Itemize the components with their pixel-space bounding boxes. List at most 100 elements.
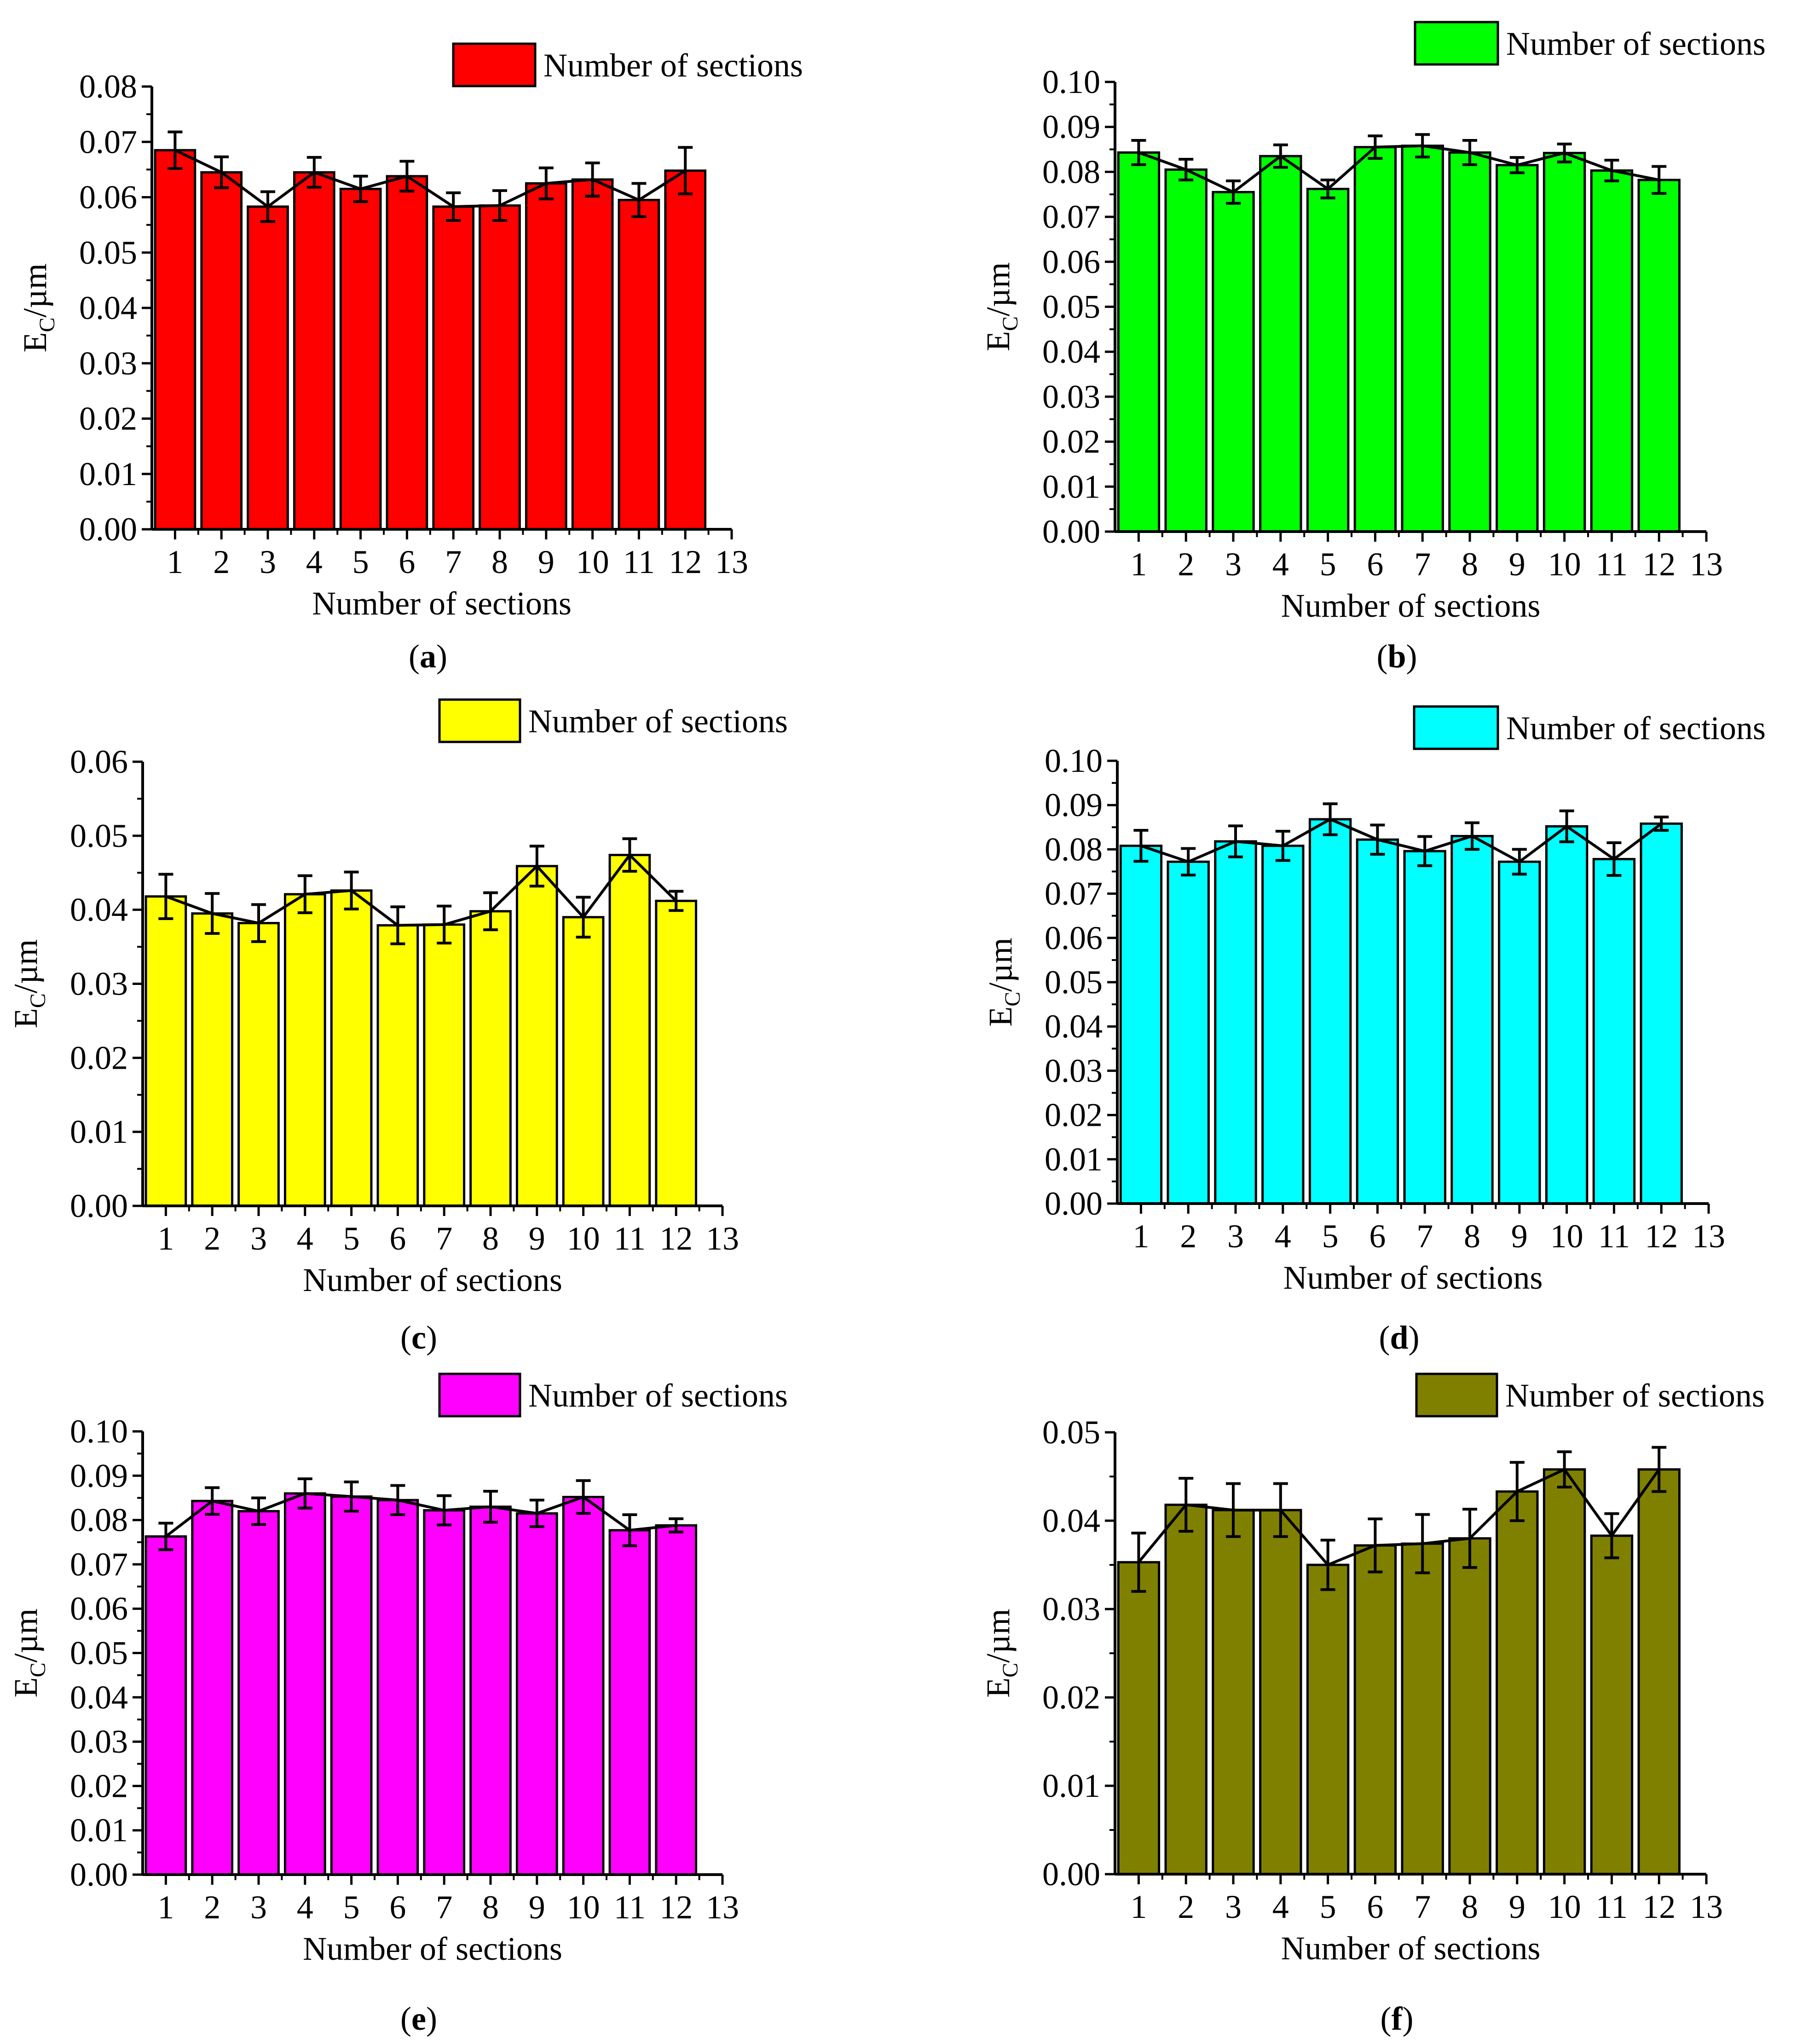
panel-label-open: ( — [1376, 638, 1387, 675]
bar — [655, 899, 698, 1207]
x-tick-label: 2 — [1180, 1218, 1196, 1255]
x-tick-label: 2 — [1178, 546, 1194, 583]
legend-swatch — [452, 42, 537, 87]
x-tick-label: 5 — [1320, 1888, 1336, 1925]
bar — [1448, 1537, 1491, 1876]
bar — [1261, 845, 1305, 1205]
bar — [1117, 151, 1161, 533]
x-tick-label: 13 — [706, 1889, 739, 1926]
bar — [154, 149, 196, 531]
chart-svg-b: 0.00 0.01 0.02 0.03 0.04 0.05 0.06 0.07 0.08 0.09… — [980, 21, 1766, 675]
y-tick-label: 0.02 — [70, 1039, 128, 1076]
panel-label-letter: f — [1392, 2000, 1403, 2037]
x-tick-label: 7 — [1416, 1218, 1433, 1255]
legend-label: Number of sections — [543, 47, 803, 84]
x-tick-label: 11 — [1596, 546, 1628, 583]
error-bar — [1415, 133, 1430, 159]
series-line — [165, 853, 677, 927]
x-tick-label: 6 — [1367, 546, 1383, 583]
error-bar — [1226, 179, 1241, 205]
x-tick-label: 10 — [1550, 1218, 1583, 1255]
bar — [293, 171, 335, 531]
y-axis-title-unit: /µm — [980, 262, 1017, 317]
y-tick-label: 0.00 — [70, 1856, 128, 1893]
error-bar — [1462, 1508, 1477, 1569]
x-tick-label: 10 — [567, 1220, 600, 1257]
error-bar — [492, 189, 507, 222]
panel-label-open: ( — [400, 2000, 411, 2037]
error-bar — [529, 845, 544, 888]
x-tick-label: 2 — [1178, 1888, 1194, 1925]
x-tick-label: 1 — [157, 1220, 174, 1257]
bar — [1308, 818, 1352, 1205]
bar — [525, 182, 567, 531]
x-axis-title: Number of sections — [1281, 1930, 1541, 1967]
y-axis-title: EC/µm — [17, 263, 59, 353]
x-tick-label: 2 — [213, 544, 230, 580]
bar — [376, 924, 419, 1207]
x-tick-label: 8 — [1462, 1888, 1478, 1925]
panel-label-close: ) — [436, 638, 447, 675]
x-tick-label: 12 — [1642, 1888, 1676, 1925]
panel-label-letter: a — [420, 638, 436, 675]
series-line — [1140, 817, 1662, 863]
x-tick-label: 5 — [1320, 546, 1336, 583]
x-tick-label: 8 — [491, 544, 508, 580]
bar — [1119, 845, 1163, 1205]
bar — [432, 205, 475, 531]
error-bar — [1131, 139, 1146, 166]
x-tick-label: 9 — [1509, 1888, 1525, 1925]
error-bar — [1417, 835, 1433, 867]
y-tick-label: 0.04 — [79, 290, 137, 326]
panel-label: (c) — [400, 1319, 437, 1356]
x-tick-label: 9 — [529, 1889, 545, 1926]
y-tick-label: 0.10 — [1042, 64, 1100, 100]
y-tick-label: 0.06 — [79, 179, 137, 216]
bar — [376, 1499, 419, 1876]
y-axis-title-unit: /µm — [7, 939, 44, 994]
bar — [1212, 191, 1255, 533]
bar — [247, 205, 289, 531]
error-bar — [399, 160, 415, 193]
chart-panel-f: 0.00 0.01 0.02 0.03 0.04 0.05 1 2 3 4 5 6 7 8 9 10 11 12 1… — [910, 1362, 1820, 2044]
bar — [515, 1512, 558, 1876]
error-bar — [1559, 809, 1574, 844]
chart-panel-d: 0.00 0.01 0.02 0.03 0.04 0.05 0.06 0.07 0.08 0.09… — [910, 681, 1820, 1362]
error-bar — [158, 1522, 173, 1552]
y-tick-label: 0.09 — [1042, 109, 1100, 145]
bar — [469, 910, 512, 1207]
y-tick-label: 0.07 — [1042, 198, 1100, 235]
error-bar — [260, 190, 275, 223]
x-tick-label: 8 — [1464, 1218, 1480, 1255]
panel-label-letter: d — [1390, 1319, 1408, 1356]
panel-label-close: ) — [426, 1319, 437, 1356]
panel-label-open: ( — [1379, 1319, 1390, 1356]
x-axis-title: Number of sections — [312, 585, 572, 622]
x-tick-label: 3 — [1225, 1888, 1242, 1925]
bar — [1259, 155, 1302, 533]
y-tick-label: 0.00 — [1042, 513, 1100, 550]
y-tick-label: 0.03 — [70, 966, 128, 1002]
legend-swatch — [438, 698, 521, 743]
y-tick-label: 0.00 — [1045, 1185, 1103, 1222]
bar — [144, 1535, 187, 1876]
y-tick-label: 0.02 — [70, 1767, 128, 1804]
legend-label: Number of sections — [1505, 1377, 1765, 1414]
x-tick-label: 9 — [1509, 546, 1525, 583]
chart-panel-a: 0.00 0.01 0.02 0.03 0.04 0.05 0.06 0.07 0.08 1 2 3 4… — [0, 0, 910, 681]
x-tick-label: 11 — [614, 1889, 646, 1926]
x-tick-label: 4 — [297, 1889, 313, 1926]
error-bar — [1275, 829, 1290, 862]
panel-label-close: ) — [1409, 1319, 1420, 1356]
bar — [1496, 164, 1539, 533]
panel-label: (e) — [400, 2000, 437, 2037]
y-tick-label: 0.03 — [70, 1723, 128, 1760]
y-tick-label: 0.06 — [1045, 920, 1103, 956]
bar — [1214, 840, 1257, 1205]
y-tick-label: 0.05 — [1045, 964, 1103, 1001]
bar — [1640, 822, 1683, 1205]
panel-label: (a) — [409, 638, 447, 675]
error-bar — [297, 1477, 312, 1510]
bar — [562, 1496, 605, 1876]
error-bar — [1652, 1446, 1667, 1493]
